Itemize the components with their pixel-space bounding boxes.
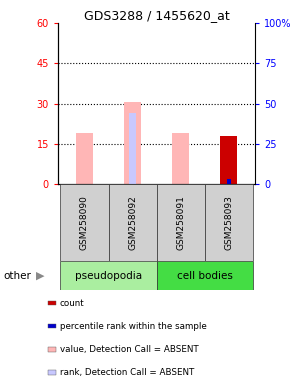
Text: count: count [60,299,84,308]
Text: value, Detection Call = ABSENT: value, Detection Call = ABSENT [60,345,199,354]
Bar [48,348,56,351]
Bar [205,184,253,261]
Bar [48,301,56,305]
Bar [227,179,231,184]
Bar [108,184,157,261]
Bar [60,184,108,261]
Title: GDS3288 / 1455620_at: GDS3288 / 1455620_at [84,9,229,22]
Text: other: other [3,270,31,281]
Text: GSM258091: GSM258091 [176,195,185,250]
Text: GSM258093: GSM258093 [224,195,233,250]
Text: GSM258090: GSM258090 [80,195,89,250]
Text: GSM258092: GSM258092 [128,195,137,250]
Text: rank, Detection Call = ABSENT: rank, Detection Call = ABSENT [60,368,194,377]
Bar [48,371,56,374]
Bar [60,261,157,290]
Bar [129,113,136,184]
Text: pseudopodia: pseudopodia [75,270,142,281]
Bar [124,103,141,184]
Bar [48,324,56,328]
Bar [157,261,253,290]
Bar [172,133,189,184]
Bar [157,184,205,261]
Text: ▶: ▶ [36,270,45,281]
Bar [76,133,93,184]
Text: cell bodies: cell bodies [177,270,233,281]
Bar [220,136,237,184]
Text: percentile rank within the sample: percentile rank within the sample [60,322,207,331]
